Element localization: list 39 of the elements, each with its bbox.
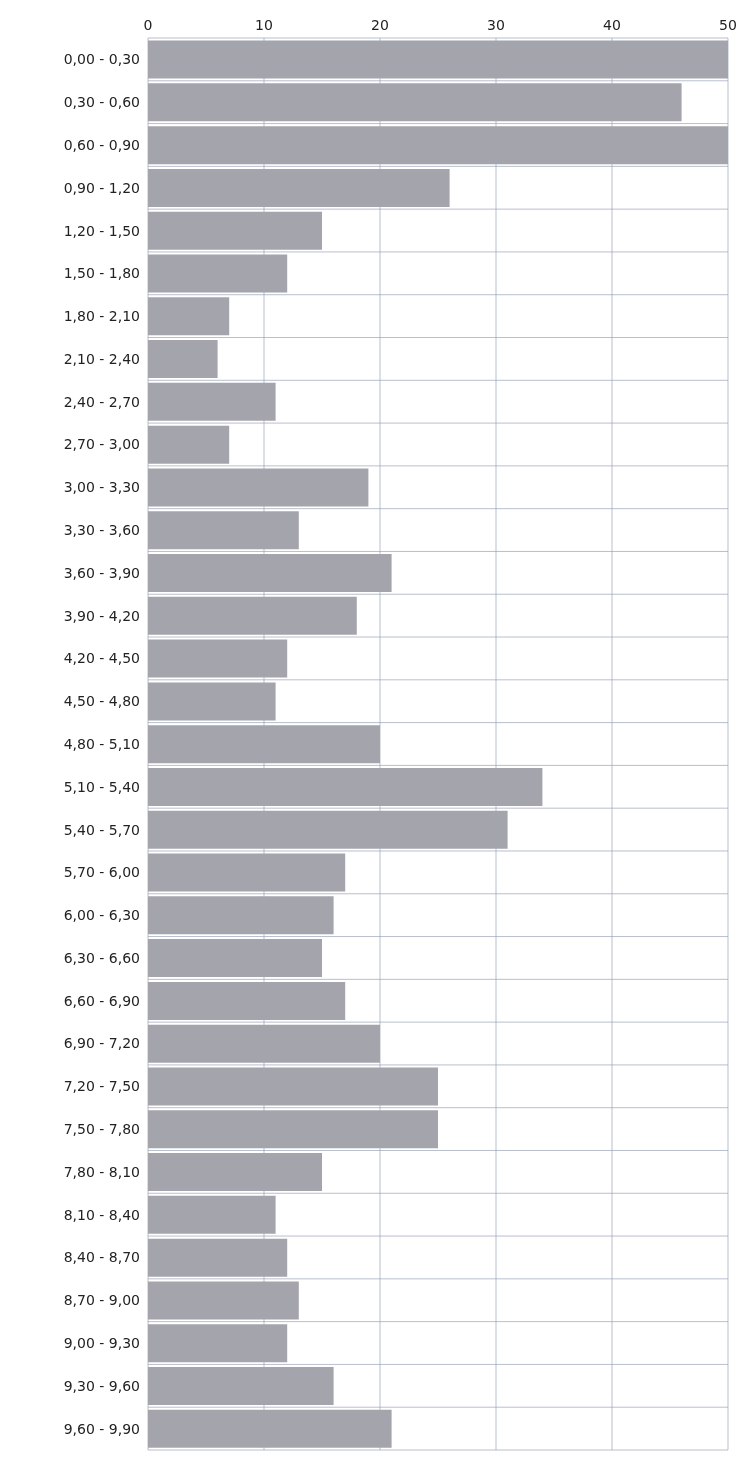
y-tick-label: 7,80 - 8,10: [63, 1163, 140, 1180]
y-tick-label: 3,30 - 3,60: [63, 522, 140, 539]
y-tick-label: 6,00 - 6,30: [63, 907, 140, 924]
y-tick-label: 8,70 - 9,00: [63, 1292, 140, 1309]
y-tick-label: 3,00 - 3,30: [63, 479, 140, 496]
y-tick-label: 1,20 - 1,50: [63, 222, 140, 239]
y-tick-label: 0,00 - 0,30: [63, 51, 140, 68]
y-tick-label: 9,30 - 9,60: [63, 1377, 140, 1394]
y-tick-label: 8,10 - 8,40: [63, 1206, 140, 1223]
y-tick-label: 9,60 - 9,90: [63, 1420, 140, 1437]
y-tick-label: 2,10 - 2,40: [63, 350, 140, 367]
y-tick-label: 3,60 - 3,90: [63, 564, 140, 581]
y-tick-label: 5,40 - 5,70: [63, 821, 140, 838]
y-tick-label: 6,30 - 6,60: [63, 949, 140, 966]
y-tick-label: 0,60 - 0,90: [63, 136, 140, 153]
x-tick-label: 20: [371, 17, 389, 33]
y-tick-label: 6,60 - 6,90: [63, 992, 140, 1009]
y-tick-label: 4,80 - 5,10: [63, 735, 140, 752]
x-tick-label: 50: [719, 17, 737, 33]
x-tick-label: 30: [487, 17, 505, 33]
y-tick-label: 5,70 - 6,00: [63, 864, 140, 881]
y-tick-label: 1,50 - 1,80: [63, 265, 140, 282]
y-tick-label: 4,20 - 4,50: [63, 650, 140, 667]
x-tick-label: 40: [603, 17, 621, 33]
y-tick-label: 6,90 - 7,20: [63, 1035, 140, 1052]
y-tick-label: 0,30 - 0,60: [63, 94, 140, 111]
y-tick-label: 2,40 - 2,70: [63, 393, 140, 410]
y-tick-label: 8,40 - 8,70: [63, 1249, 140, 1266]
y-tick-label: 3,90 - 4,20: [63, 607, 140, 624]
y-tick-label: 1,80 - 2,10: [63, 308, 140, 325]
x-tick-label: 0: [143, 17, 153, 33]
y-tick-label: 7,20 - 7,50: [63, 1078, 140, 1095]
y-tick-label: 2,70 - 3,00: [63, 436, 140, 453]
y-tick-label: 4,50 - 4,80: [63, 693, 140, 710]
y-tick-label: 7,50 - 7,80: [63, 1121, 140, 1138]
x-tick-label: 10: [255, 17, 273, 33]
y-tick-label: 5,10 - 5,40: [63, 778, 140, 795]
y-tick-label: 9,00 - 9,30: [63, 1335, 140, 1351]
y-tick-label: 0,90 - 1,20: [63, 179, 140, 196]
